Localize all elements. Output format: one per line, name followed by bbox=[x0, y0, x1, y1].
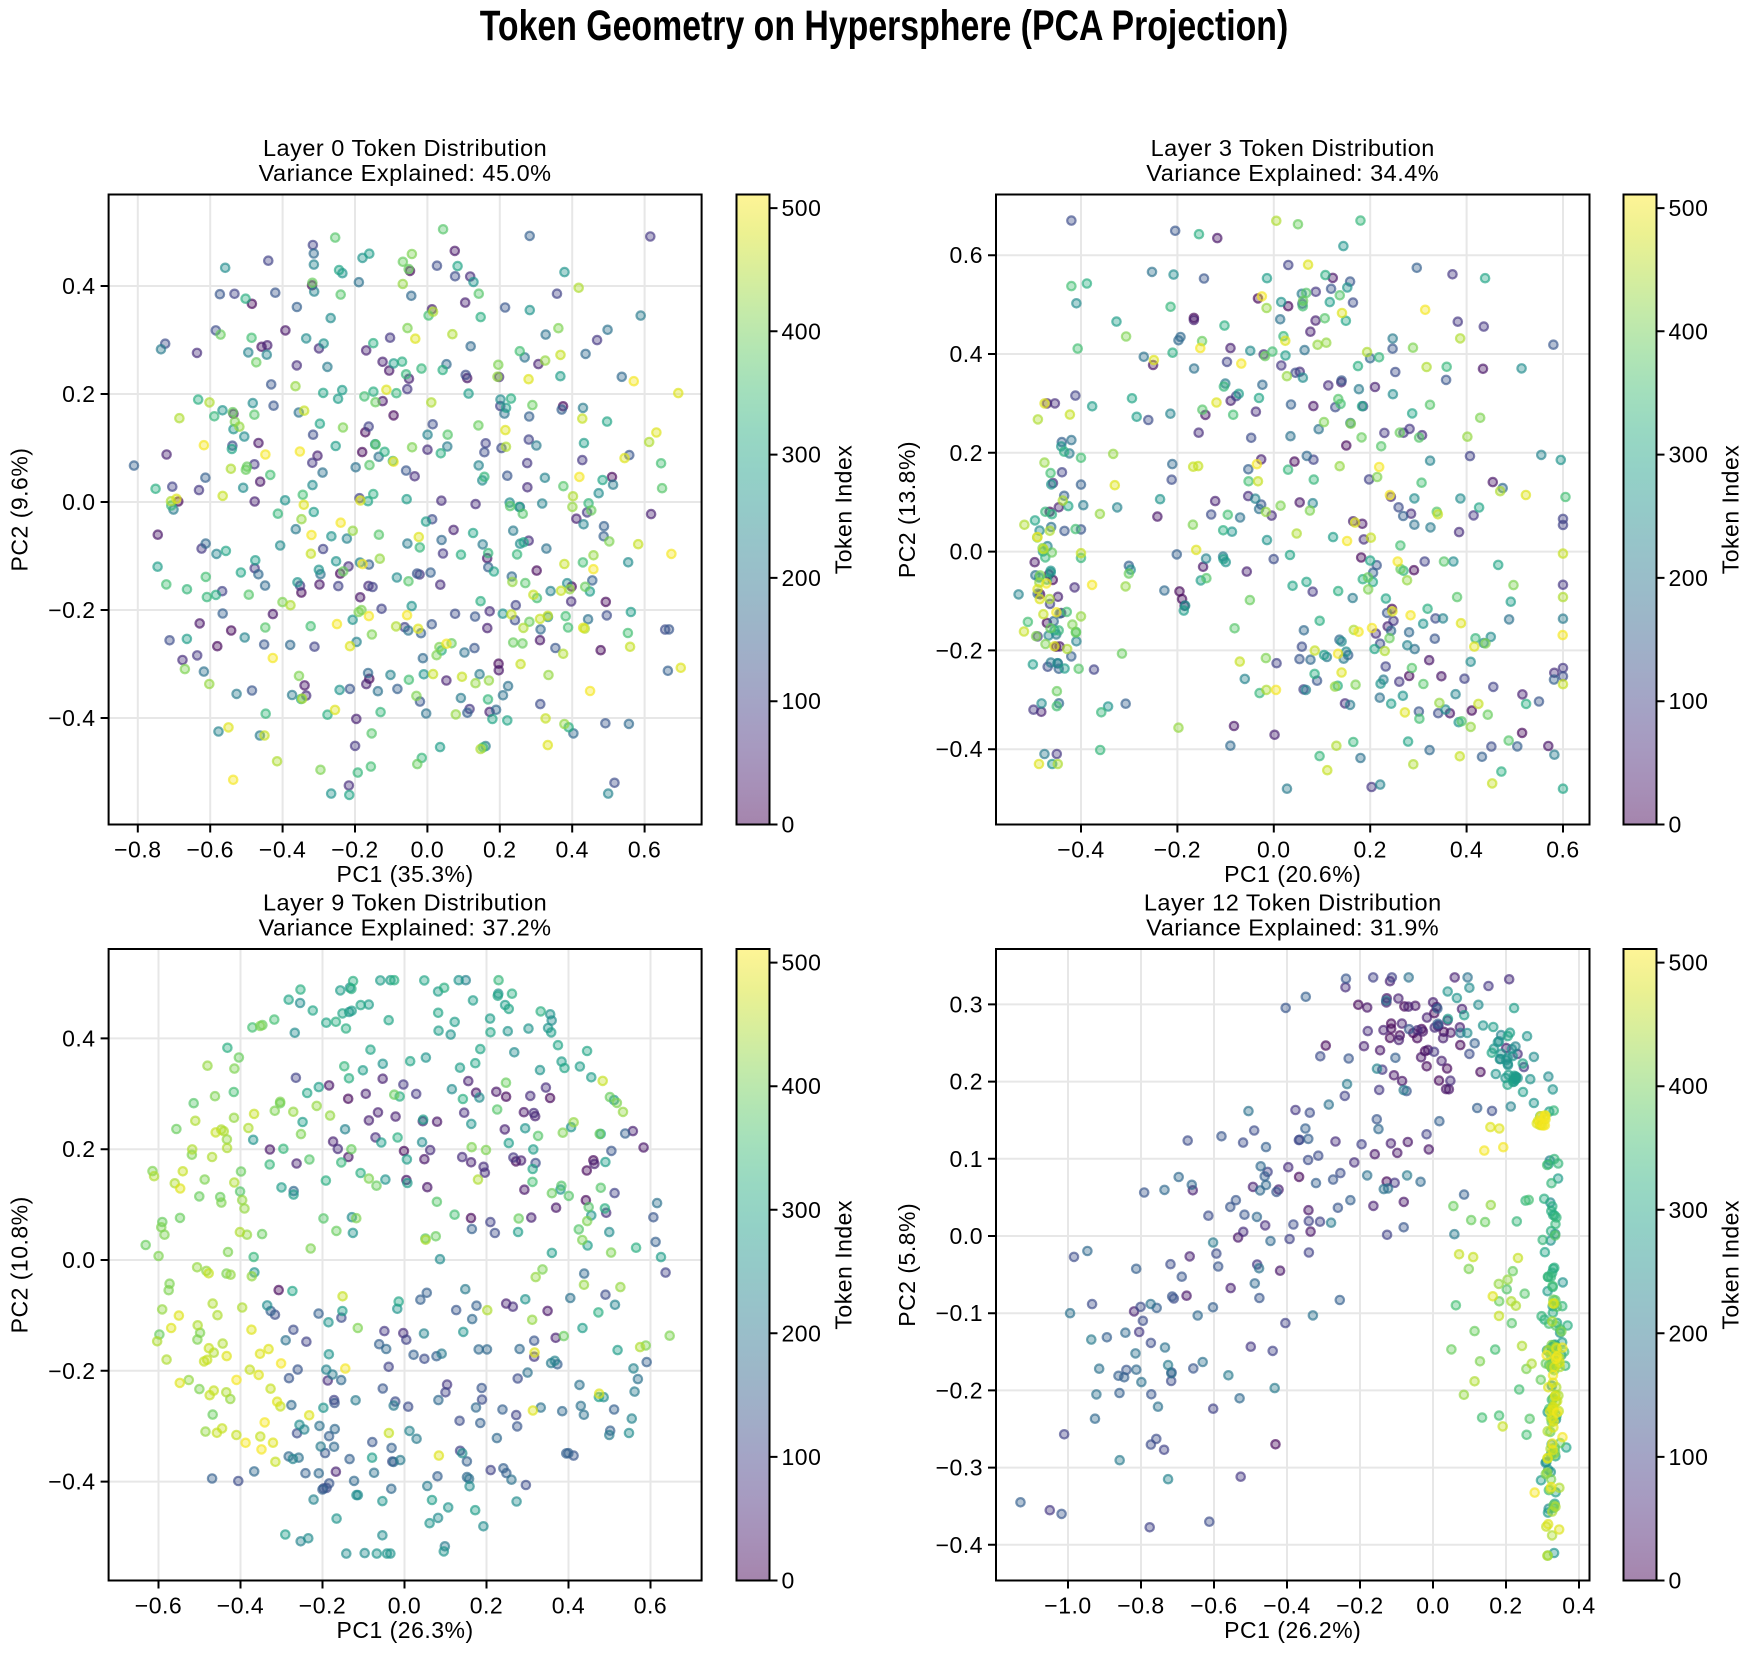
svg-text:PC2 (13.8%): PC2 (13.8%) bbox=[894, 441, 920, 578]
svg-text:400: 400 bbox=[1669, 318, 1709, 344]
svg-text:−0.2: −0.2 bbox=[936, 1377, 983, 1403]
svg-text:Layer 3 Token Distribution: Layer 3 Token Distribution bbox=[1151, 135, 1435, 161]
svg-text:Variance Explained: 34.4%: Variance Explained: 34.4% bbox=[1146, 160, 1439, 186]
svg-text:0.6: 0.6 bbox=[628, 837, 661, 863]
svg-text:0.0: 0.0 bbox=[950, 1223, 983, 1249]
svg-text:400: 400 bbox=[1669, 1073, 1709, 1099]
svg-text:0.2: 0.2 bbox=[470, 1593, 503, 1619]
svg-text:Token Index: Token Index bbox=[831, 445, 857, 575]
svg-text:0: 0 bbox=[1669, 812, 1682, 838]
svg-text:0.0: 0.0 bbox=[950, 539, 983, 565]
svg-text:−0.4: −0.4 bbox=[1263, 1593, 1310, 1619]
svg-text:0.0: 0.0 bbox=[62, 489, 95, 515]
svg-text:0.4: 0.4 bbox=[1450, 837, 1483, 863]
svg-text:0.0: 0.0 bbox=[62, 1247, 95, 1273]
svg-text:100: 100 bbox=[1669, 1444, 1709, 1470]
svg-text:−0.8: −0.8 bbox=[114, 837, 161, 863]
svg-text:500: 500 bbox=[1669, 950, 1709, 976]
svg-text:−0.4: −0.4 bbox=[217, 1593, 264, 1619]
svg-text:0.6: 0.6 bbox=[634, 1593, 667, 1619]
svg-text:−0.2: −0.2 bbox=[936, 637, 983, 663]
svg-text:−0.4: −0.4 bbox=[48, 1469, 95, 1495]
svg-text:300: 300 bbox=[1669, 442, 1709, 468]
svg-text:100: 100 bbox=[782, 688, 822, 714]
svg-text:−0.1: −0.1 bbox=[936, 1300, 983, 1326]
svg-text:Variance Explained: 37.2%: Variance Explained: 37.2% bbox=[259, 915, 552, 941]
svg-text:400: 400 bbox=[782, 1073, 822, 1099]
svg-text:0.4: 0.4 bbox=[950, 341, 983, 367]
svg-text:PC1 (20.6%): PC1 (20.6%) bbox=[1224, 861, 1361, 887]
svg-text:−0.6: −0.6 bbox=[1190, 1593, 1237, 1619]
svg-text:0.2: 0.2 bbox=[483, 837, 516, 863]
svg-text:−0.6: −0.6 bbox=[135, 1593, 182, 1619]
svg-text:−0.2: −0.2 bbox=[1154, 837, 1201, 863]
svg-text:−1.0: −1.0 bbox=[1044, 1593, 1091, 1619]
svg-text:Variance Explained: 45.0%: Variance Explained: 45.0% bbox=[259, 160, 552, 186]
svg-text:0.0: 0.0 bbox=[411, 837, 444, 863]
svg-text:0.0: 0.0 bbox=[1416, 1593, 1449, 1619]
svg-text:Token Index: Token Index bbox=[1718, 445, 1744, 575]
svg-text:Variance Explained: 31.9%: Variance Explained: 31.9% bbox=[1146, 915, 1439, 941]
svg-text:300: 300 bbox=[1669, 1197, 1709, 1223]
svg-text:0.0: 0.0 bbox=[1257, 837, 1290, 863]
svg-text:−0.6: −0.6 bbox=[186, 837, 233, 863]
svg-text:Token Index: Token Index bbox=[1718, 1200, 1744, 1330]
svg-text:0.4: 0.4 bbox=[1562, 1593, 1595, 1619]
svg-text:0.3: 0.3 bbox=[950, 991, 983, 1017]
svg-text:−0.2: −0.2 bbox=[331, 837, 378, 863]
svg-text:Layer 9 Token Distribution: Layer 9 Token Distribution bbox=[263, 890, 547, 916]
svg-text:PC1 (26.2%): PC1 (26.2%) bbox=[1224, 1617, 1361, 1643]
svg-text:PC1 (26.3%): PC1 (26.3%) bbox=[337, 1617, 474, 1643]
svg-text:0.1: 0.1 bbox=[950, 1146, 983, 1172]
svg-text:−0.8: −0.8 bbox=[1117, 1593, 1164, 1619]
svg-text:0.4: 0.4 bbox=[62, 273, 95, 299]
svg-text:200: 200 bbox=[1669, 565, 1709, 591]
svg-text:0: 0 bbox=[782, 812, 795, 838]
svg-text:Token Geometry on Hypersphere: Token Geometry on Hypersphere (PCA Proje… bbox=[480, 2, 1288, 50]
svg-text:0.4: 0.4 bbox=[555, 837, 588, 863]
svg-text:0.2: 0.2 bbox=[950, 1069, 983, 1095]
svg-text:0.4: 0.4 bbox=[62, 1025, 95, 1051]
svg-text:−0.4: −0.4 bbox=[936, 736, 983, 762]
svg-text:200: 200 bbox=[782, 565, 822, 591]
svg-text:0: 0 bbox=[1669, 1568, 1682, 1594]
svg-text:0.6: 0.6 bbox=[1546, 837, 1579, 863]
svg-text:−0.2: −0.2 bbox=[1336, 1593, 1383, 1619]
svg-text:Layer 0 Token Distribution: Layer 0 Token Distribution bbox=[263, 135, 547, 161]
svg-text:PC2 (5.8%): PC2 (5.8%) bbox=[894, 1203, 920, 1327]
svg-text:PC2 (10.8%): PC2 (10.8%) bbox=[7, 1196, 33, 1333]
svg-text:500: 500 bbox=[782, 195, 822, 221]
svg-text:−0.2: −0.2 bbox=[48, 1358, 95, 1384]
svg-text:0.6: 0.6 bbox=[950, 242, 983, 268]
svg-text:100: 100 bbox=[782, 1444, 822, 1470]
svg-text:−0.2: −0.2 bbox=[299, 1593, 346, 1619]
svg-text:PC2 (9.6%): PC2 (9.6%) bbox=[7, 448, 33, 572]
svg-text:300: 300 bbox=[782, 1197, 822, 1223]
svg-text:0.2: 0.2 bbox=[62, 1136, 95, 1162]
svg-text:−0.4: −0.4 bbox=[1057, 837, 1104, 863]
svg-text:0.2: 0.2 bbox=[950, 440, 983, 466]
svg-text:0.2: 0.2 bbox=[1489, 1593, 1522, 1619]
svg-text:0: 0 bbox=[782, 1568, 795, 1594]
svg-text:Token Index: Token Index bbox=[831, 1200, 857, 1330]
svg-text:200: 200 bbox=[782, 1320, 822, 1346]
svg-text:−0.2: −0.2 bbox=[48, 597, 95, 623]
svg-text:100: 100 bbox=[1669, 688, 1709, 714]
svg-text:0.2: 0.2 bbox=[62, 381, 95, 407]
svg-text:−0.4: −0.4 bbox=[936, 1532, 983, 1558]
svg-text:0.0: 0.0 bbox=[388, 1593, 421, 1619]
svg-text:Layer 12 Token Distribution: Layer 12 Token Distribution bbox=[1144, 890, 1442, 916]
svg-text:500: 500 bbox=[1669, 195, 1709, 221]
svg-text:0.4: 0.4 bbox=[552, 1593, 585, 1619]
svg-text:−0.4: −0.4 bbox=[259, 837, 306, 863]
svg-text:−0.4: −0.4 bbox=[48, 705, 95, 731]
svg-text:200: 200 bbox=[1669, 1320, 1709, 1346]
svg-text:0.2: 0.2 bbox=[1353, 837, 1386, 863]
svg-text:300: 300 bbox=[782, 442, 822, 468]
svg-text:500: 500 bbox=[782, 950, 822, 976]
svg-text:−0.3: −0.3 bbox=[936, 1455, 983, 1481]
svg-text:PC1 (35.3%): PC1 (35.3%) bbox=[337, 861, 474, 887]
svg-text:400: 400 bbox=[782, 318, 822, 344]
